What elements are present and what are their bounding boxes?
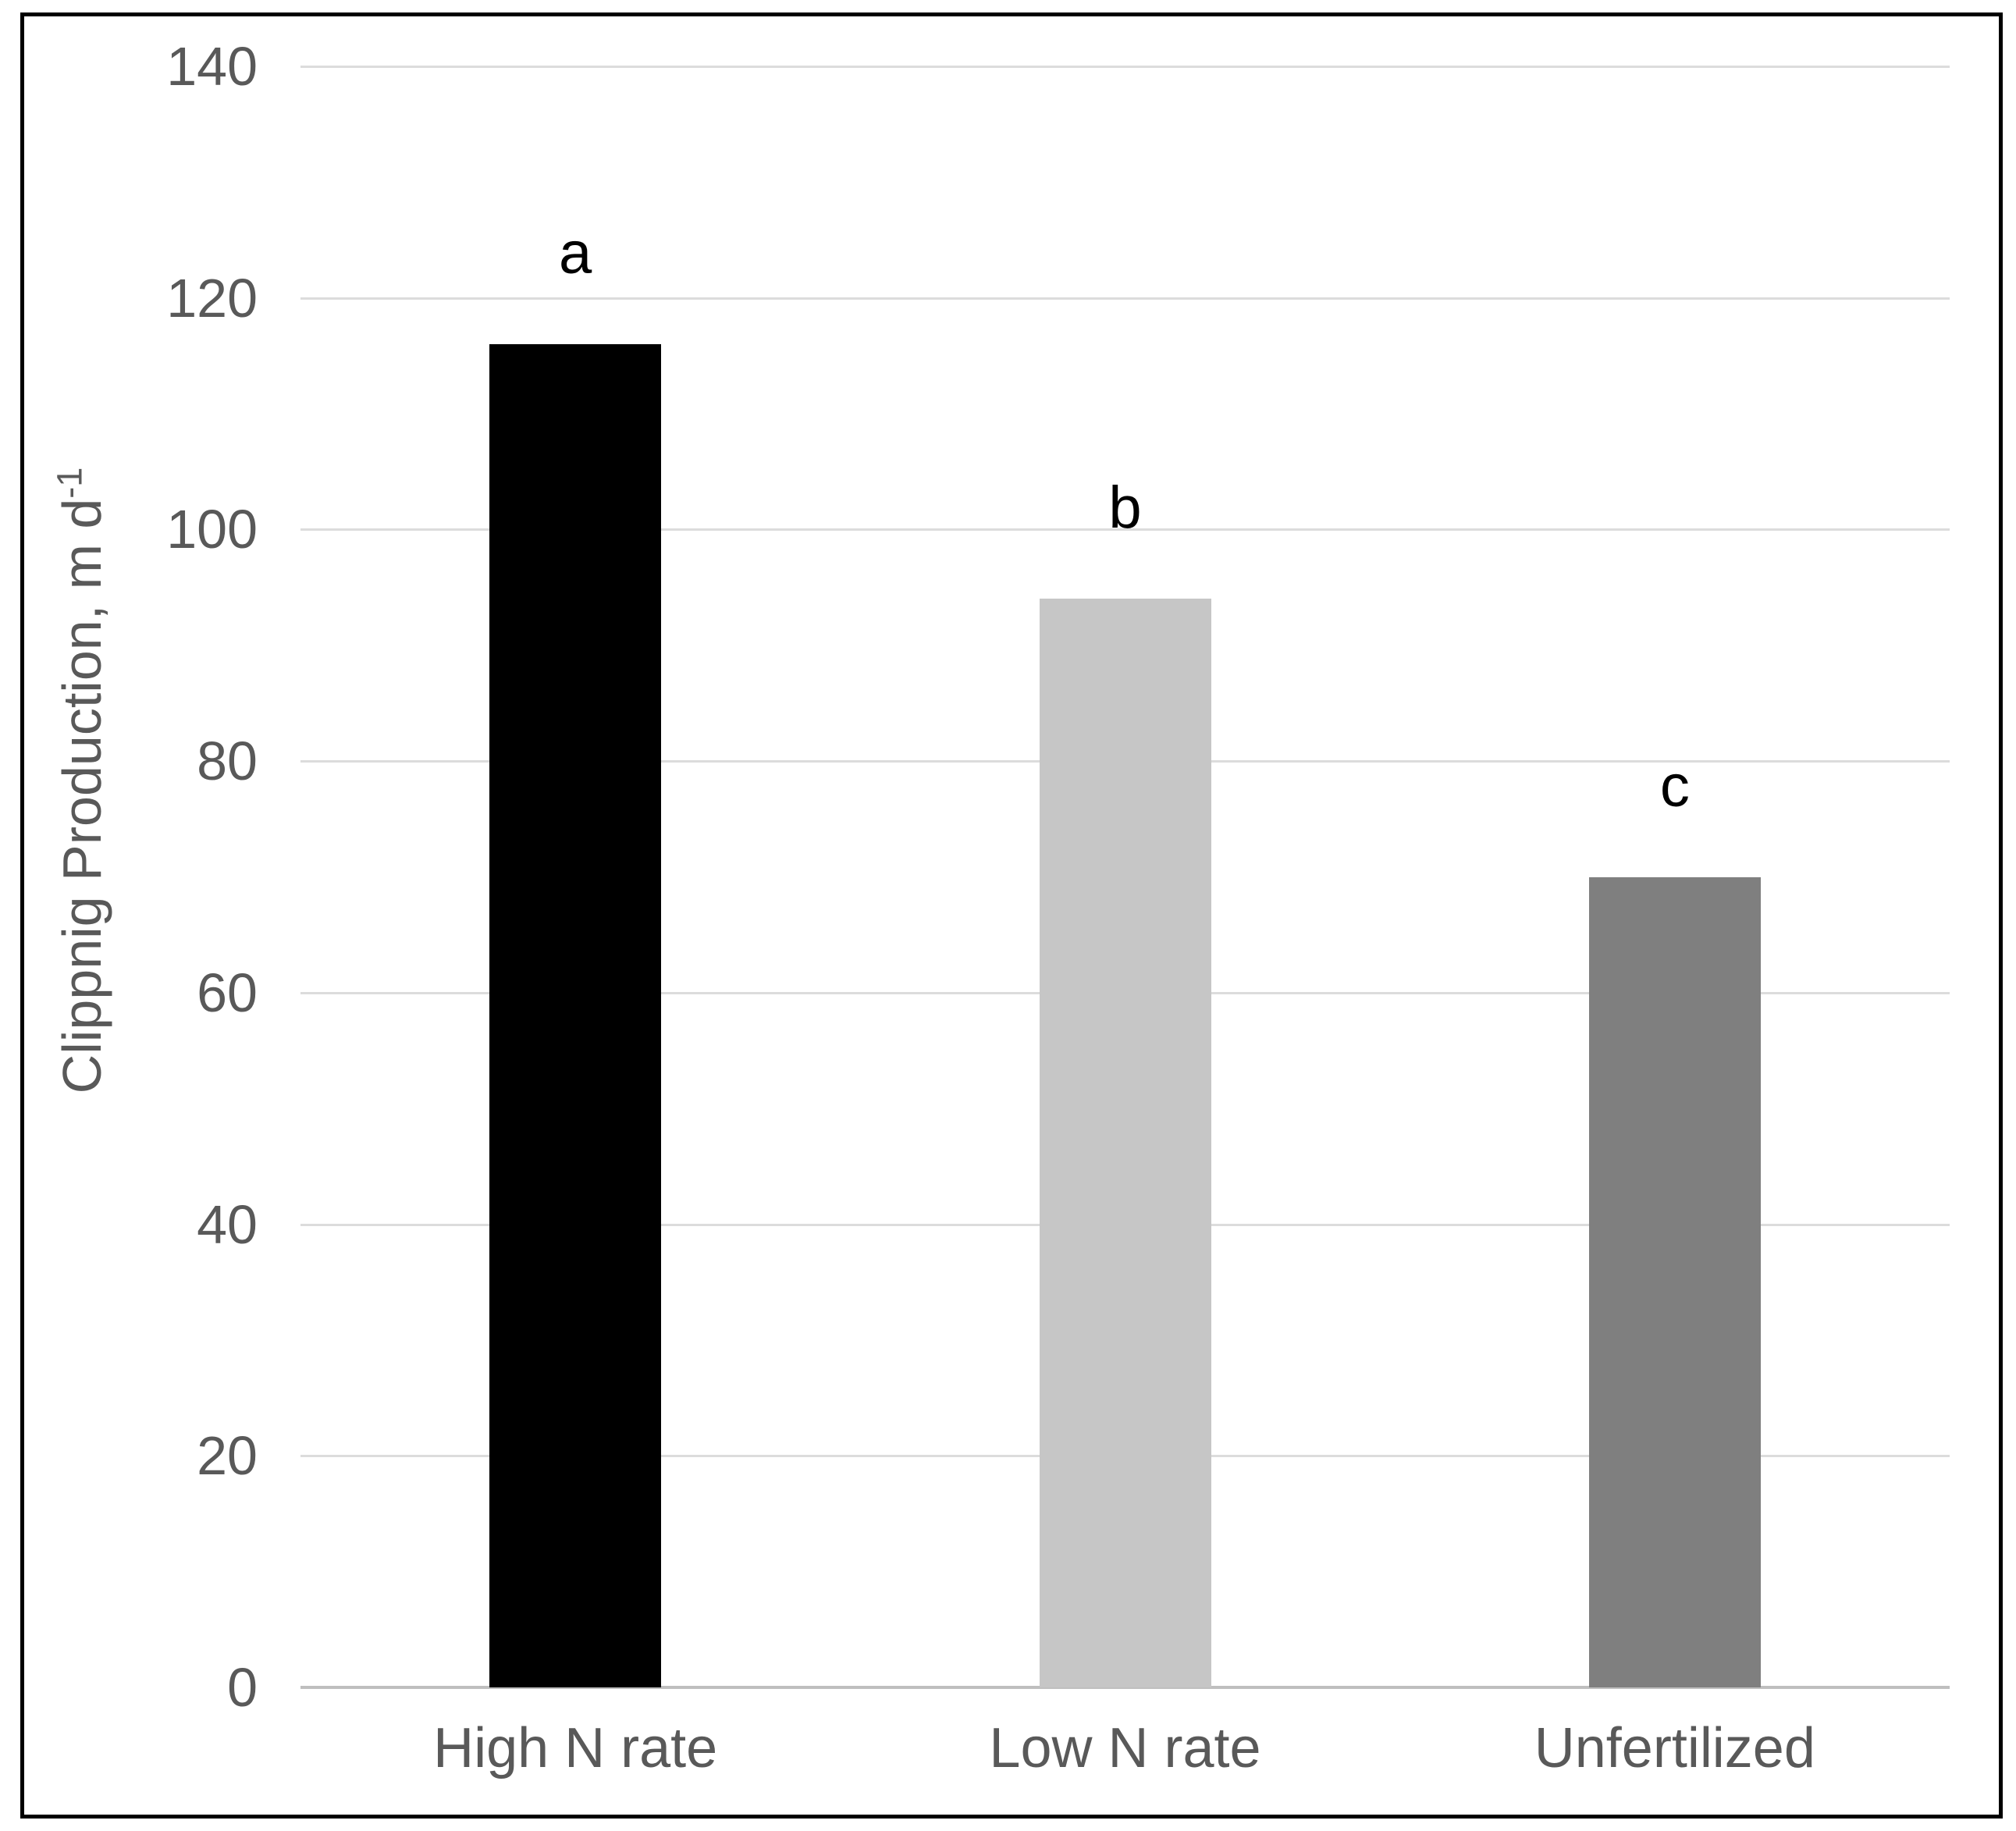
significance-letter-high-n-rate: a — [559, 220, 592, 287]
gridline-y-140 — [300, 66, 1950, 68]
gridline-y-100 — [300, 528, 1950, 532]
significance-letter-unfertilized: c — [1659, 752, 1690, 820]
y-tick-label-100: 100 — [166, 499, 258, 560]
y-tick-label-40: 40 — [197, 1193, 258, 1255]
y-tick-label-140: 140 — [166, 36, 258, 97]
significance-letter-low-n-rate: b — [1108, 475, 1142, 542]
y-tick-label-80: 80 — [197, 731, 258, 792]
x-axis-line — [300, 1686, 1950, 1689]
y-tick-label-20: 20 — [197, 1425, 258, 1487]
x-category-label-unfertilized: Unfertilized — [1534, 1717, 1815, 1779]
x-category-label-low-n-rate: Low N rate — [989, 1717, 1261, 1779]
x-category-label-high-n-rate: High N rate — [433, 1717, 718, 1779]
gridline-y-120 — [300, 297, 1950, 300]
bar-low-n-rate — [1039, 599, 1211, 1687]
y-tick-label-0: 0 — [227, 1657, 258, 1718]
bar-unfertilized — [1588, 876, 1761, 1687]
y-tick-label-120: 120 — [166, 267, 258, 329]
bar-high-n-rate — [489, 344, 662, 1687]
y-tick-label-60: 60 — [197, 962, 258, 1023]
